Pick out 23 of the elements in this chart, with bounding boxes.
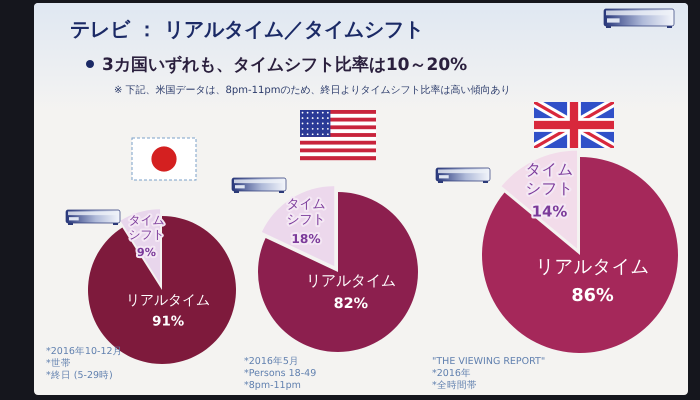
- text: テレビ ： リアルタイム／タイムシフト: [70, 17, 424, 41]
- text: *全時間帯: [432, 379, 477, 391]
- data-label: 86%: [571, 286, 614, 306]
- text: 3カ国いずれも、タイムシフト比率は10～20%: [102, 55, 468, 75]
- text: *2016年: [432, 367, 471, 379]
- text: *Persons 18-49: [244, 368, 316, 379]
- slice-label: リアルタイム: [126, 292, 210, 308]
- slice-label: リアルタイム: [306, 271, 396, 290]
- text: *2016年5月: [244, 355, 299, 367]
- text: *終日 (5-29時): [46, 369, 113, 381]
- data-label: 82%: [334, 296, 368, 312]
- text: *2016年10-12月: [46, 345, 123, 357]
- slice-label: タイムシフト: [286, 196, 326, 227]
- legend-label: タイムシフト: [525, 159, 574, 197]
- data-label: 9%: [136, 246, 156, 260]
- data-label: 91%: [152, 314, 184, 330]
- text: "THE VIEWING REPORT": [432, 356, 546, 367]
- text: ※ 下記、米国データは、8pm-11pmのため、終日よりタイムシフト比率は高い傾向あり: [114, 84, 510, 96]
- data-label: 14%: [532, 202, 568, 221]
- slice-label: リアルタイム: [536, 256, 650, 278]
- text: *8pm-11pm: [244, 380, 301, 391]
- data-label: 18%: [291, 232, 321, 246]
- text: *世帯: [46, 357, 71, 369]
